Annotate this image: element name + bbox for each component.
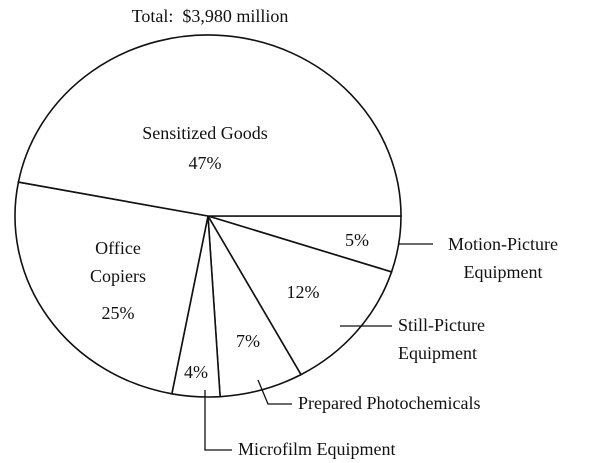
slice-label: Office Copiers: [90, 238, 146, 286]
slice-label: Sensitized Goods: [142, 123, 268, 143]
slice-label: Prepared Photochemicals: [298, 393, 481, 413]
leader-line: [257, 379, 292, 405]
pie-slice: [14, 181, 209, 395]
pie-slice: [17, 34, 402, 217]
value-label: 25%: [101, 303, 135, 323]
value-label: 47%: [188, 153, 222, 173]
chart-title: Total: $3,980 million: [131, 6, 289, 26]
leader-lines: [204, 243, 433, 451]
pie-slice: [206, 214, 393, 376]
value-label: 4%: [184, 362, 208, 382]
value-label: 12%: [286, 282, 320, 302]
slice-label: Still-Picture Equipment: [398, 315, 485, 363]
slice-label: Motion-Picture Equipment: [448, 234, 558, 282]
value-label: 5%: [345, 230, 369, 250]
leader-line: [204, 390, 232, 451]
value-label: 7%: [236, 331, 260, 351]
slice-label: Microfilm Equipment: [238, 439, 396, 459]
